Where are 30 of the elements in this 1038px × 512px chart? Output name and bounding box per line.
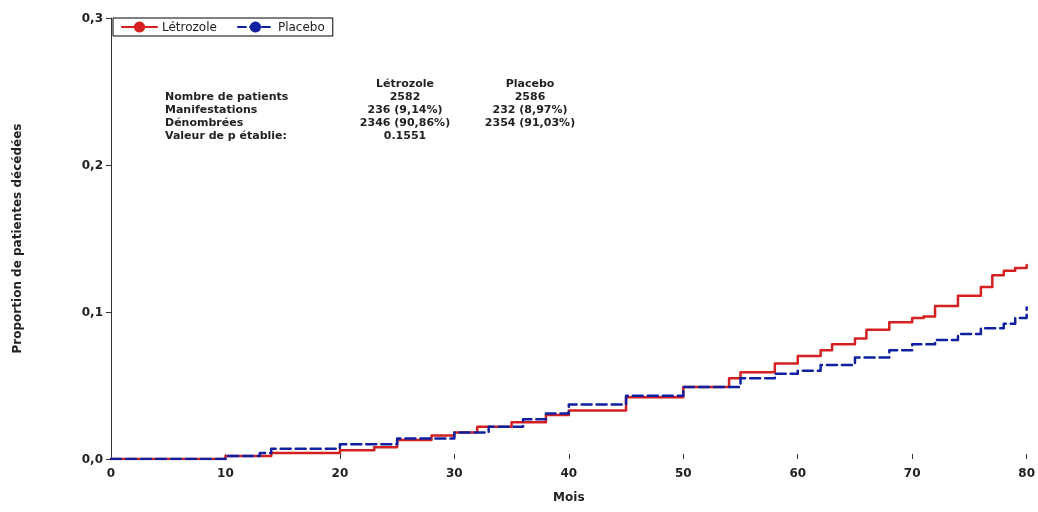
x-tick-label: 10 [217,466,234,480]
annotation: Valeur de p établie: [165,129,287,142]
annotation: Manifestations [165,103,258,116]
y-axis-title: Proportion de patientes décédées [10,123,24,354]
y-tick-label: 0,2 [81,158,103,172]
x-tick-label: 20 [331,466,349,480]
legend-label: Létrozole [162,20,217,34]
annotation: 2582 [389,90,421,103]
y-tick-label: 0,1 [81,305,103,319]
x-tick-label: 50 [674,466,692,480]
annotation: 2346 (90,86%) [359,116,451,129]
x-tick-label: 70 [903,466,921,480]
annotation: 2586 [514,90,546,103]
y-tick-label: 0,0 [81,452,103,466]
legend-label: Placebo [277,20,325,34]
y-tick-label: 0,3 [81,11,103,25]
annotation: 236 (9,14%) [367,103,443,116]
x-tick-label: 80 [1018,466,1035,480]
annotation: Dénombrées [165,116,244,129]
annotation: 2354 (91,03%) [484,116,576,129]
annotation: 0.1551 [383,129,427,142]
annotation: 232 (8,97%) [492,103,568,116]
annotation: Nombre de patients [165,90,289,103]
annotation: Placebo [505,77,555,90]
x-axis-title: Mois [553,490,585,504]
x-tick-label: 30 [446,466,463,480]
x-tick-label: 60 [789,466,807,480]
annotation: Létrozole [376,77,434,90]
x-tick-label: 0 [106,466,116,480]
x-tick-label: 40 [560,466,578,480]
